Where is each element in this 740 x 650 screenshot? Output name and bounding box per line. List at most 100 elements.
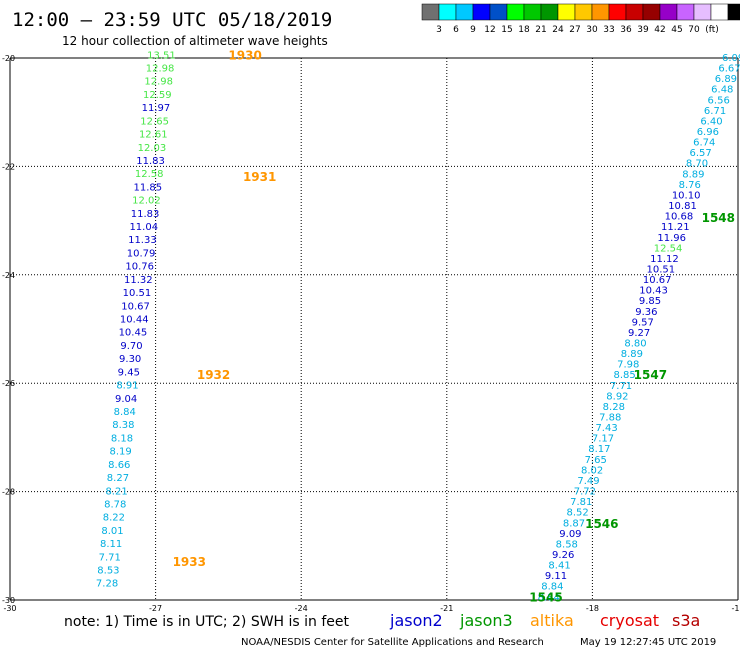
swh-value: 8.18 — [111, 433, 133, 444]
swh-value: 10.10 — [672, 190, 701, 201]
legend-swatch — [625, 3, 644, 21]
y-tick-label: -20 — [2, 54, 15, 63]
legend-swatch — [693, 3, 712, 21]
swh-value: 7.98 — [617, 360, 639, 371]
legend-label: 6 — [453, 25, 459, 35]
legend-swatch — [642, 3, 661, 21]
y-tick-label: -26 — [2, 379, 15, 388]
axis-ticks: -30 -27 -24 -21 -18 -15 -20 -22 -24 -26 -28 -30 — [2, 54, 740, 613]
swh-value: 11.85 — [134, 182, 163, 193]
swh-value: 10.76 — [125, 262, 154, 273]
x-tick-label: -18 — [586, 604, 599, 613]
legend-label: 42 — [654, 25, 665, 35]
swh-value: 12.98 — [144, 77, 173, 88]
legend-swatch — [472, 3, 491, 21]
swh-value: 13.51 — [147, 50, 176, 61]
legend-swatch — [608, 3, 627, 21]
legend-unit: (ft) — [705, 25, 719, 35]
legend-label: 39 — [637, 25, 649, 35]
swh-value: 11.83 — [131, 209, 160, 220]
time-label: 1548 — [702, 211, 735, 225]
swh-value: 6.67 — [718, 64, 740, 75]
swh-value: 8.84 — [538, 592, 560, 603]
swh-value: 8.41 — [548, 561, 570, 572]
legend-swatch — [676, 3, 695, 21]
swh-value: 8.66 — [108, 460, 130, 471]
swh-value: 10.79 — [127, 248, 156, 259]
legend-label: 3 — [436, 25, 442, 35]
swh-value: 8.27 — [107, 473, 129, 484]
satellite-name: cryosat — [600, 611, 659, 630]
swh-value: 9.36 — [635, 307, 657, 318]
time-label: 1931 — [243, 170, 276, 184]
swh-value: 9.11 — [545, 571, 567, 582]
swh-value: 6.09 — [722, 53, 740, 64]
y-tick-label: -30 — [2, 596, 15, 605]
swh-value: 9.09 — [559, 529, 581, 540]
footer-timestamp: May 19 12:27:45 UTC 2019 — [580, 637, 716, 648]
swh-value: 10.68 — [665, 212, 694, 223]
swh-value: 6.57 — [689, 148, 711, 159]
swh-value: 12.03 — [138, 143, 167, 154]
swh-value: 8.76 — [679, 180, 701, 191]
swh-value: 8.92 — [606, 391, 628, 402]
swh-value: 9.04 — [115, 394, 137, 405]
swh-value: 11.96 — [657, 233, 686, 244]
color-legend: 3 6 9 12 15 18 21 24 27 30 33 36 39 42 45 70 (ft) — [421, 3, 740, 35]
swh-value: 8.11 — [100, 539, 122, 550]
swh-value: 8.58 — [556, 539, 578, 550]
swh-value: 8.01 — [101, 526, 123, 537]
swh-value: 12.59 — [143, 90, 172, 101]
swh-value: 8.38 — [112, 420, 134, 431]
satellite-legend: jason2 jason3 altika cryosat s3a — [389, 611, 700, 630]
legend-swatch — [727, 3, 740, 21]
swh-value: 7.71 — [610, 381, 632, 392]
x-tick-label: -30 — [3, 604, 16, 613]
swh-value: 12.65 — [140, 116, 169, 127]
legend-swatch — [489, 3, 508, 21]
swh-value: 8.22 — [103, 513, 125, 524]
swh-value: 11.83 — [136, 156, 165, 167]
legend-label: 45 — [671, 25, 682, 35]
swh-value: 8.53 — [97, 566, 119, 577]
time-label: 1546 — [585, 517, 618, 531]
swh-value: 10.43 — [639, 286, 668, 297]
legend-label: 36 — [620, 25, 632, 35]
swh-value: 9.30 — [119, 354, 141, 365]
swh-value: 8.85 — [614, 370, 636, 381]
time-label: 1930 — [228, 48, 261, 62]
legend-swatch — [455, 3, 474, 21]
chart-subtitle: 12 hour collection of altimeter wave hei… — [62, 34, 328, 48]
legend-label: 24 — [552, 25, 564, 35]
swh-value: 11.12 — [650, 254, 679, 265]
plot-grid — [9, 57, 739, 601]
swh-value: 11.04 — [129, 222, 158, 233]
swh-value: 10.45 — [119, 328, 148, 339]
y-tick-label: -22 — [2, 162, 15, 171]
swh-value: 10.81 — [668, 201, 697, 212]
satellite-name: s3a — [672, 611, 700, 630]
swh-value: 9.70 — [120, 341, 142, 352]
legend-label: 70 — [688, 25, 700, 35]
footer-note: note: 1) Time is in UTC; 2) SWH is in fe… — [64, 614, 350, 630]
x-tick-label: -24 — [295, 604, 308, 613]
swh-value: 7.43 — [595, 423, 617, 434]
satellite-name: altika — [530, 611, 574, 630]
swh-value: 8.78 — [104, 499, 126, 510]
swh-value: 6.89 — [715, 74, 737, 85]
legend-swatch — [438, 3, 457, 21]
swh-value: 12.98 — [146, 64, 175, 75]
swh-value: 8.87 — [563, 518, 585, 529]
footer-credit: NOAA/NESDIS Center for Satellite Applica… — [241, 637, 544, 648]
swh-value: 6.40 — [700, 116, 722, 127]
legend-label: 30 — [586, 25, 598, 35]
swh-value: 7.65 — [585, 455, 607, 466]
legend-label: 15 — [501, 25, 512, 35]
swh-value: 6.96 — [697, 127, 719, 138]
swh-value: 6.48 — [711, 85, 733, 96]
swh-value: 6.71 — [704, 106, 726, 117]
legend-label: 9 — [470, 25, 476, 35]
legend-label: 27 — [569, 25, 580, 35]
swh-value: 7.49 — [577, 476, 599, 487]
time-label: 1545 — [529, 590, 562, 604]
